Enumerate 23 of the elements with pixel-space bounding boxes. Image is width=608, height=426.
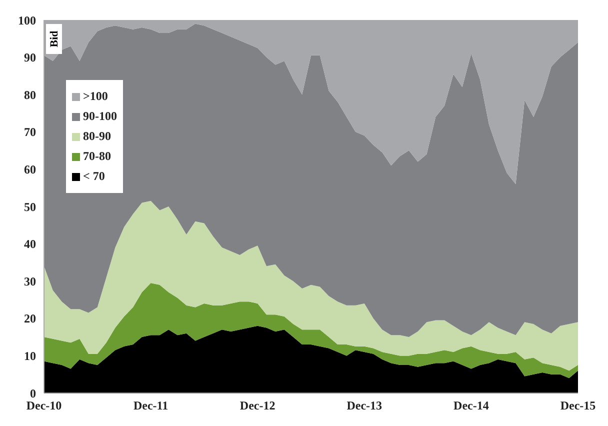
y-tick-label: 10 xyxy=(24,348,36,363)
x-tick-label: Dec-14 xyxy=(454,398,489,413)
y-axis-title: Bid xyxy=(48,30,60,48)
x-tick-label: Dec-13 xyxy=(346,398,382,413)
y-tick-label: 0 xyxy=(30,386,36,400)
y-tick-label: 20 xyxy=(24,312,36,326)
y-tick-label: 30 xyxy=(24,274,36,288)
y-tick-label: 100 xyxy=(18,13,36,28)
y-tick-label: 40 xyxy=(24,237,36,252)
y-tick-label: 70 xyxy=(24,125,36,140)
y-tick-label: 90 xyxy=(24,50,36,65)
legend-label: 70-80 xyxy=(83,149,111,164)
x-tick-label: Dec-15 xyxy=(560,398,596,413)
y-tick-label: 80 xyxy=(24,88,36,102)
legend-label: < 70 xyxy=(83,169,105,184)
y-tick-label: 60 xyxy=(24,162,36,176)
x-tick-label: Dec-10 xyxy=(26,398,62,413)
x-tick-label: Dec-12 xyxy=(240,398,276,413)
y-tick-label: 50 xyxy=(24,200,36,214)
x-tick-label: Dec-11 xyxy=(133,398,168,413)
legend-label: 90-100 xyxy=(83,109,117,124)
legend-label: 80-90 xyxy=(83,129,111,144)
legend-label: >100 xyxy=(83,89,108,104)
